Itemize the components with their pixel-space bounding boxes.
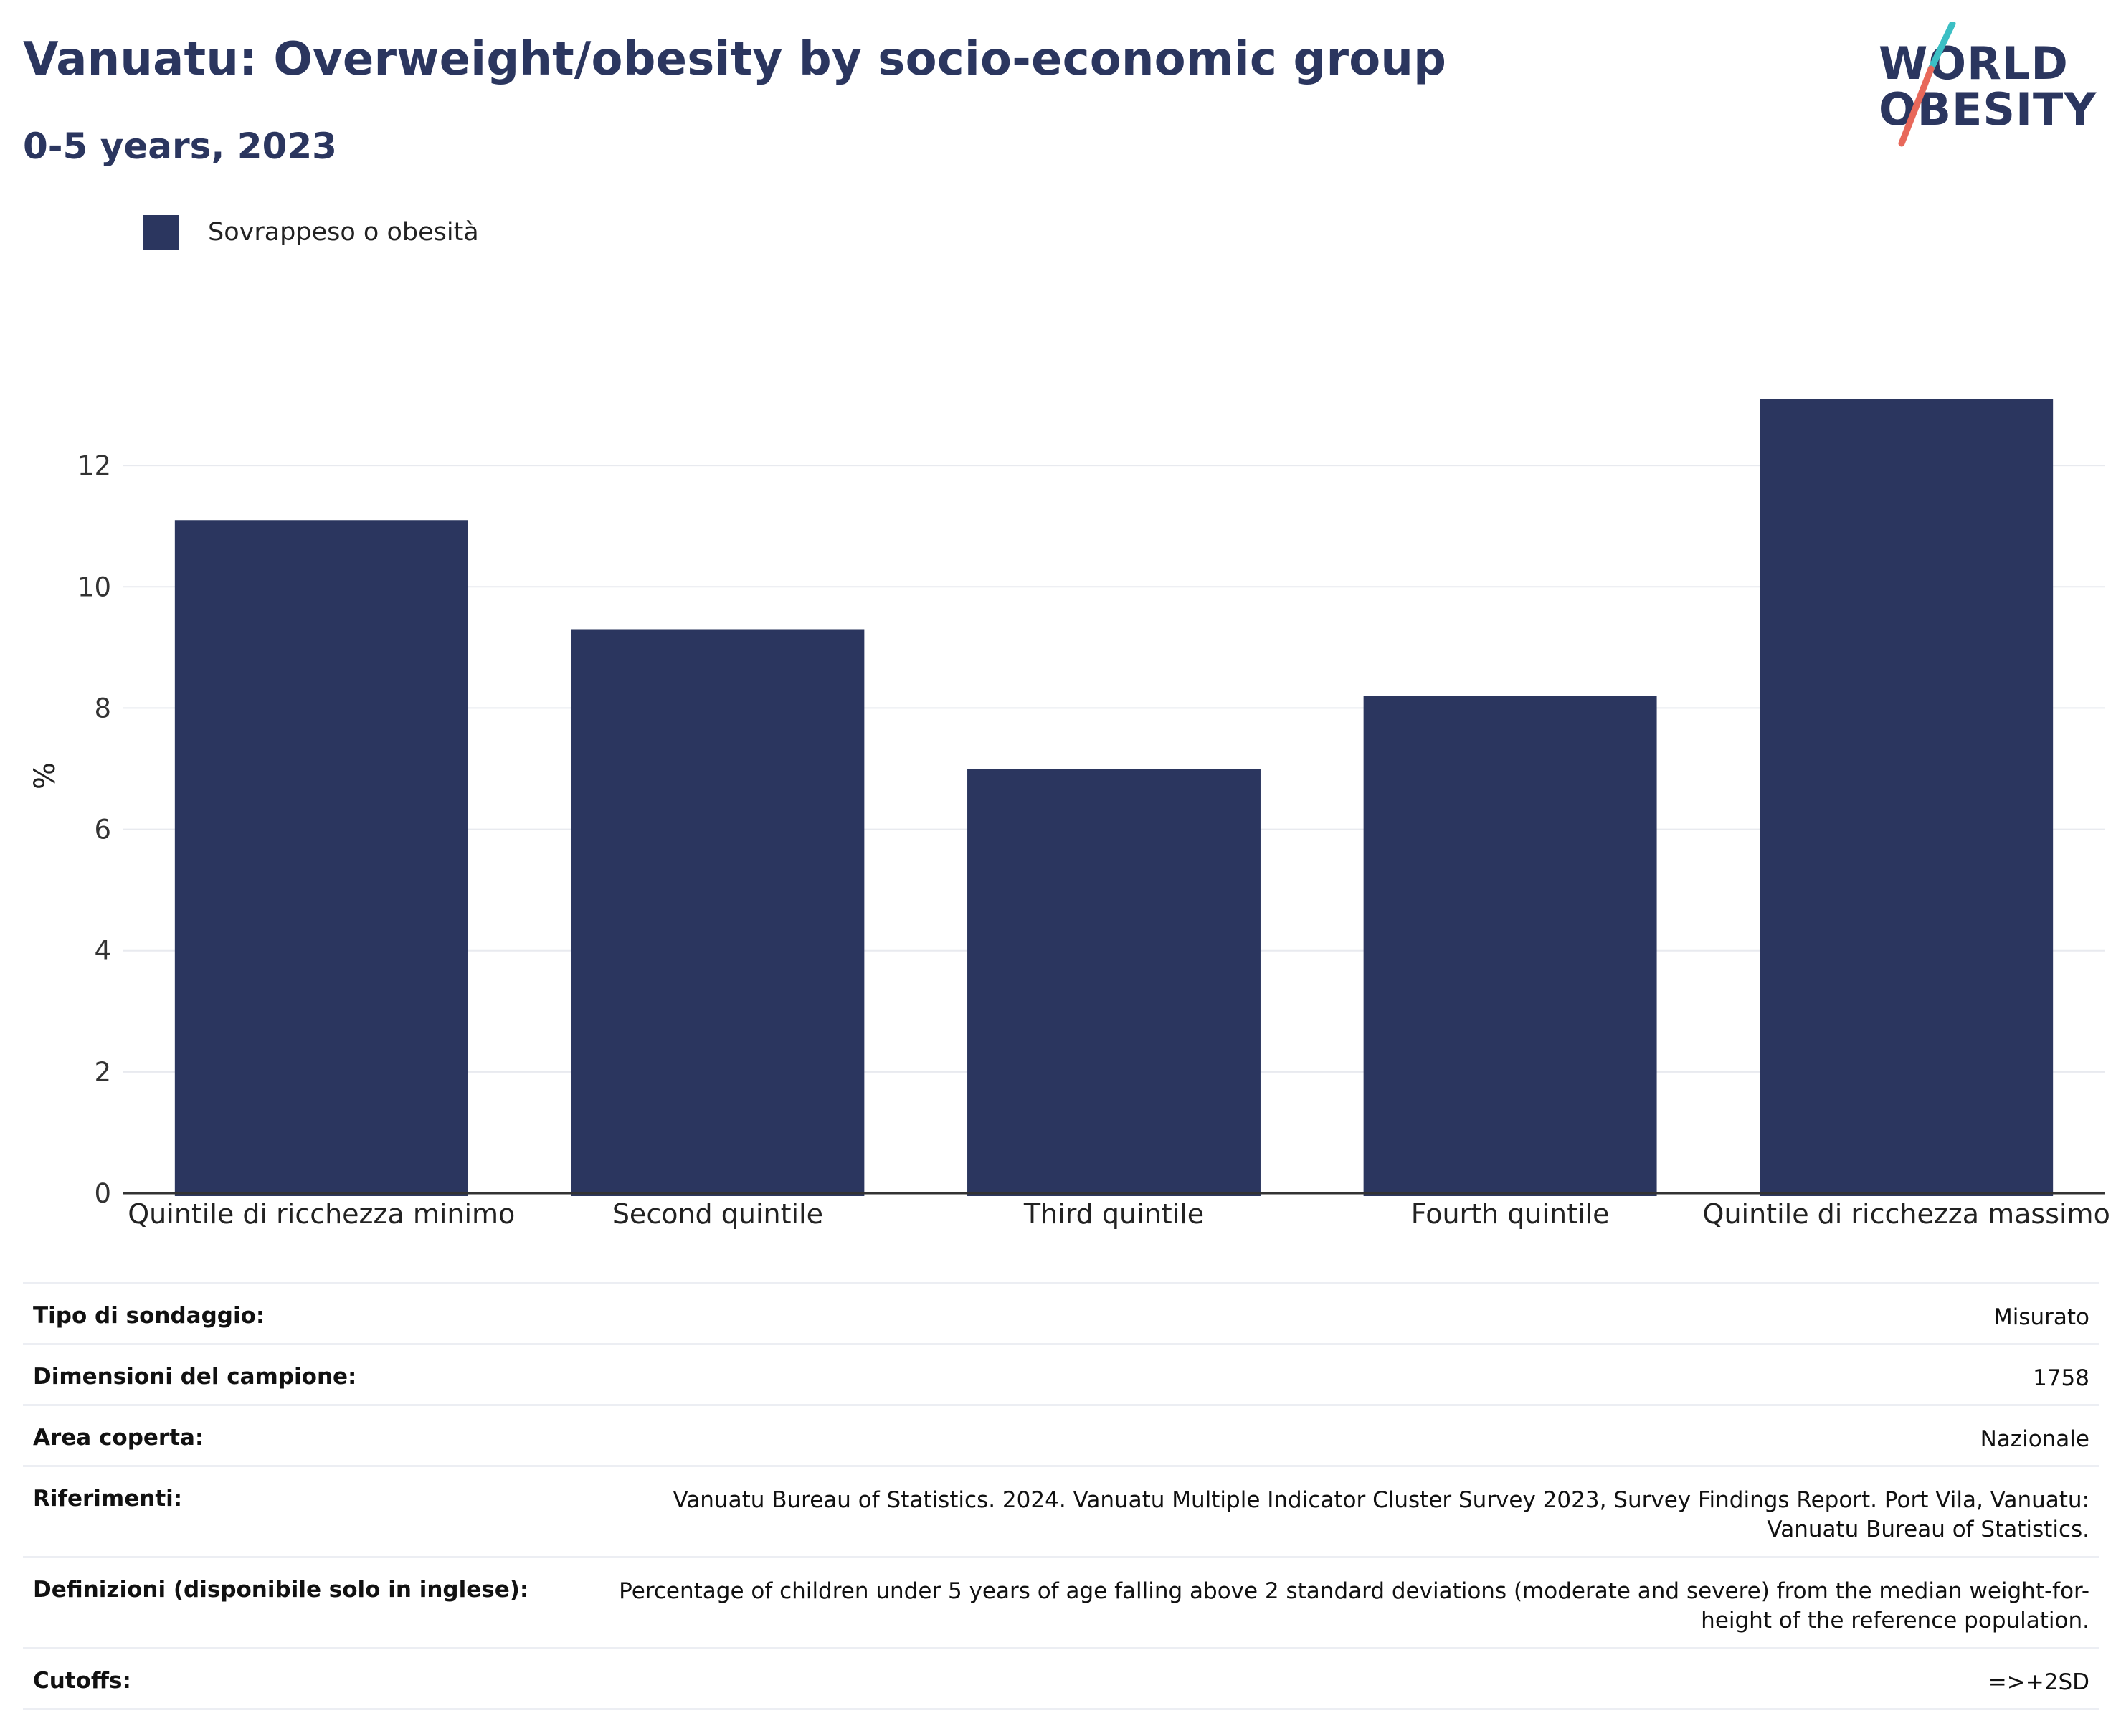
- y-tick-label: 12: [77, 450, 111, 481]
- y-tick-label: 6: [94, 815, 111, 845]
- table-row: Cutoffs: =>+2SD: [23, 1647, 2099, 1710]
- row-label: Dimensioni del campione:: [33, 1364, 357, 1390]
- row-label: Riferimenti:: [33, 1486, 183, 1512]
- bar: [1363, 696, 1657, 1196]
- table-row: Tipo di sondaggio: Misurato: [23, 1282, 2099, 1343]
- row-label: Area coperta:: [33, 1425, 204, 1451]
- y-axis-label: %: [29, 762, 62, 789]
- row-value: =>+2SD: [1988, 1669, 2089, 1695]
- y-tick-label: 8: [94, 693, 111, 724]
- chart-title: Vanuatu: Overweight/obesity by socio-eco…: [23, 33, 1447, 86]
- row-label: Cutoffs:: [33, 1668, 131, 1694]
- legend-swatch: [143, 215, 179, 250]
- y-tick-label: 10: [77, 571, 111, 602]
- legend-label: Sovrappeso o obesità: [208, 218, 479, 247]
- row-value: Percentage of children under 5 years of …: [619, 1578, 2089, 1633]
- logo-slash-icon: [1898, 22, 1956, 147]
- row-label: Definizioni (disponibile solo in inglese…: [33, 1577, 529, 1603]
- row-label: Tipo di sondaggio:: [33, 1303, 265, 1329]
- table-row: Definizioni (disponibile solo in inglese…: [23, 1556, 2099, 1647]
- table-row: Riferimenti: Vanuatu Bureau of Statistics…: [23, 1465, 2099, 1556]
- y-tick-label: 0: [94, 1178, 111, 1209]
- survey-info-table: Tipo di sondaggio: Misurato Dimensioni del…: [23, 1282, 2099, 1710]
- bar: [571, 629, 865, 1196]
- bar: [174, 520, 468, 1196]
- bar: [1760, 399, 2054, 1196]
- table-row: Area coperta: Nazionale: [23, 1404, 2099, 1465]
- world-obesity-logo: WORLD OBESITY: [1864, 22, 2108, 151]
- logo-line-1: WORLD: [1879, 37, 2069, 90]
- x-tick-label: Quintile di ricchezza massimo: [1703, 1198, 2110, 1230]
- bar: [967, 769, 1261, 1196]
- x-tick-label: Third quintile: [1023, 1198, 1204, 1230]
- y-tick-label: 2: [94, 1057, 111, 1088]
- row-value: Nazionale: [1980, 1426, 2089, 1452]
- x-tick-label: Quintile di ricchezza minimo: [128, 1198, 515, 1230]
- row-value: 1758: [2033, 1365, 2089, 1391]
- y-tick-label: 4: [94, 936, 111, 967]
- x-tick-label: Second quintile: [612, 1198, 823, 1230]
- row-value: Misurato: [1993, 1304, 2089, 1330]
- row-value: Vanuatu Bureau of Statistics. 2024. Vanu…: [673, 1487, 2089, 1542]
- chart-subtitle: 0-5 years, 2023: [23, 125, 337, 167]
- bar-chart: 0 2 4 6 8 10 12% Quintile di ricchezza minimo Se…: [29, 399, 2110, 1230]
- x-tick-label: Fourth quintile: [1411, 1198, 1610, 1230]
- table-row: Dimensioni del campione: 1758: [23, 1343, 2099, 1404]
